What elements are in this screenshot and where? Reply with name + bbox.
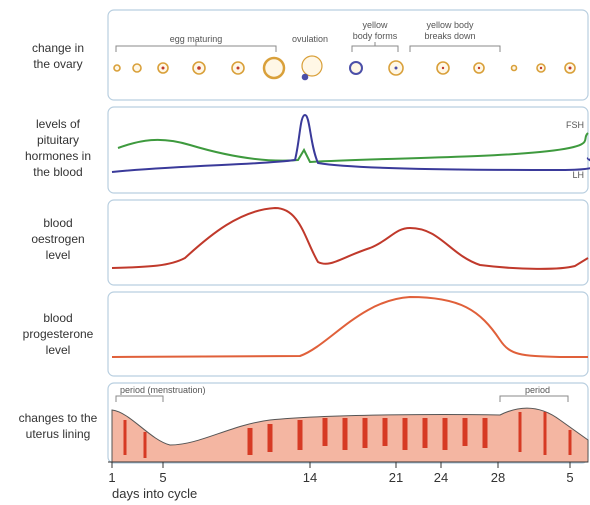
annotation: ovulation (292, 34, 328, 44)
annotation: period (525, 385, 550, 395)
axis-title: days into cycle (112, 486, 197, 501)
panel (108, 292, 588, 376)
cycle-diagram: change inthe ovary levels ofpituitaryhor… (0, 0, 590, 505)
x-tick-label: 14 (303, 470, 317, 485)
x-tick-label: 28 (491, 470, 505, 485)
annotation: egg maturing (170, 34, 223, 44)
panel (108, 200, 588, 285)
x-tick-label: 1 (108, 470, 115, 485)
x-tick-label: 21 (389, 470, 403, 485)
annotation: period (menstruation) (120, 385, 206, 395)
legend-label: FSH (566, 120, 584, 130)
x-tick-label: 5 (566, 470, 573, 485)
panel (108, 107, 588, 193)
x-tick-label: 5 (159, 470, 166, 485)
legend-label: LH (572, 170, 584, 180)
panel (108, 10, 588, 100)
x-tick-label: 24 (434, 470, 448, 485)
